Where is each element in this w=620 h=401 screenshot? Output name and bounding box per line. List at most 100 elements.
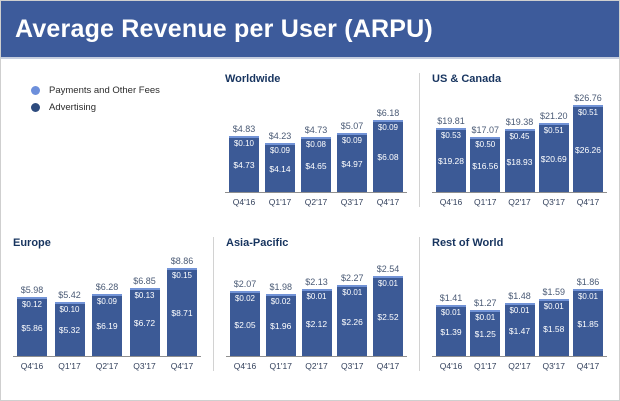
payments-segment — [301, 137, 331, 139]
x-axis-label: Q2'17 — [508, 197, 531, 207]
x-axis: Q4'16 Q1'17 Q2'17 Q3'17 Q4'17 — [13, 361, 201, 371]
payments-value-label: $0.09 — [269, 146, 291, 155]
payments-segment — [54, 302, 85, 304]
advertising-legend-dot-icon — [31, 103, 40, 112]
plot-area: $5.98 $0.12 $5.86 $5.42 $0.10 $5.32 $6.28 $0.09… — [13, 253, 201, 357]
bar-column: $1.27 $0.01 $1.25 — [470, 298, 501, 356]
total-value-label: $1.98 — [269, 282, 293, 292]
bar-column: $2.13 $0.01 $2.12 — [301, 277, 332, 356]
payments-value-label: $0.01 — [509, 306, 530, 315]
advertising-value-label: $1.96 — [270, 321, 292, 331]
bottom-chart-row: Europe $5.98 $0.12 $5.86 $5.42 $0.10 $5.32 $6.… — [1, 237, 619, 371]
advertising-value-label: $2.05 — [234, 319, 256, 330]
advertising-value-label: $1.47 — [508, 325, 531, 336]
stacked-bar: $0.51 $20.69 — [538, 123, 569, 192]
stacked-bar: $0.51 $26.26 — [573, 105, 603, 192]
payments-segment — [538, 123, 569, 125]
x-axis-label: Q4'16 — [232, 197, 256, 207]
payments-value-label: $0.01 — [577, 292, 599, 301]
x-axis: Q4'16 Q1'17 Q2'17 Q3'17 Q4'17 — [432, 361, 607, 371]
payments-segment — [470, 137, 501, 139]
x-axis-label: Q4'16 — [439, 197, 463, 207]
advertising-value-label: $6.08 — [377, 152, 399, 162]
total-value-label: $21.20 — [539, 111, 568, 121]
advertising-value-label: $4.97 — [341, 158, 363, 169]
payments-value-label: $0.08 — [305, 140, 327, 149]
payments-segment — [337, 285, 368, 287]
stacked-bar: $0.01 $1.47 — [504, 303, 535, 356]
advertising-value-label: $4.73 — [233, 160, 255, 170]
bar-column: $1.48 $0.01 $1.47 — [504, 291, 535, 356]
x-axis-label: Q4'16 — [439, 361, 463, 371]
advertising-value-label: $19.28 — [438, 156, 464, 166]
total-value-label: $2.13 — [305, 277, 328, 287]
x-axis-label: Q4'17 — [376, 197, 400, 207]
payments-segment — [573, 289, 603, 291]
x-axis-label: Q3'17 — [340, 197, 364, 207]
bar-column: $1.41 $0.01 $1.39 — [436, 293, 466, 356]
chart-title: US & Canada — [432, 73, 502, 85]
total-value-label: $17.07 — [471, 125, 500, 135]
x-axis-label: Q4'17 — [576, 361, 600, 371]
x-axis-label: Q1'17 — [269, 361, 292, 371]
advertising-segment: $0.01 $1.47 — [504, 305, 535, 356]
payments-segment — [230, 291, 260, 293]
bar-column: $6.85 $0.13 $6.72 — [129, 276, 160, 356]
bar-column: $5.42 $0.10 $5.32 — [54, 290, 85, 356]
advertising-segment: $0.09 $6.19 — [92, 296, 122, 356]
advertising-value-label: $1.85 — [577, 318, 599, 329]
total-value-label: $1.86 — [576, 277, 600, 287]
advertising-value-label: $2.52 — [377, 312, 399, 322]
chart-title: Rest of World — [432, 237, 504, 249]
stacked-bar: $0.08 $4.65 — [301, 137, 331, 192]
advertising-value-label: $26.26 — [575, 144, 601, 155]
advertising-value-label: $16.56 — [472, 160, 499, 171]
payments-value-label: $0.10 — [233, 139, 255, 148]
stacked-bar: $0.01 $1.25 — [470, 310, 501, 356]
advertising-segment: $0.50 $16.56 — [470, 139, 501, 192]
total-value-label: $6.28 — [95, 282, 119, 292]
x-axis-label: Q1'17 — [58, 361, 81, 371]
total-value-label: $2.07 — [233, 279, 257, 289]
plot-area: $19.81 $0.53 $19.28 $17.07 $0.50 $16.56 $19.38… — [432, 89, 607, 193]
bar-column: $4.23 $0.09 $4.14 — [265, 131, 295, 192]
bar-column: $1.86 $0.01 $1.85 — [573, 277, 603, 356]
total-value-label: $26.76 — [574, 93, 602, 103]
payments-value-label: $0.09 — [96, 297, 118, 306]
bar-column: $4.83 $0.10 $4.73 — [229, 124, 259, 192]
x-axis-label: Q1'17 — [474, 361, 497, 371]
total-value-label: $2.54 — [376, 264, 400, 274]
stacked-bar: $0.09 $4.14 — [265, 143, 295, 192]
stacked-bar: $0.01 $1.39 — [436, 305, 466, 356]
x-axis-label: Q1'17 — [474, 197, 497, 207]
total-value-label: $1.48 — [508, 291, 531, 301]
x-axis: Q4'16 Q1'17 Q2'17 Q3'17 Q4'17 — [432, 197, 607, 207]
advertising-segment: $0.01 $1.39 — [436, 307, 466, 356]
x-axis-label: Q3'17 — [133, 361, 156, 371]
payments-segment — [436, 128, 466, 130]
chart-title: Asia-Pacific — [226, 237, 289, 249]
bar-column: $17.07 $0.50 $16.56 — [470, 125, 501, 192]
total-value-label: $5.07 — [340, 121, 364, 131]
advertising-segment: $0.12 $5.86 — [17, 299, 47, 356]
total-value-label: $8.86 — [170, 256, 194, 266]
bar-column: $2.07 $0.02 $2.05 — [230, 279, 260, 356]
advertising-segment: $0.02 $1.96 — [265, 296, 296, 356]
advertising-value-label: $8.71 — [171, 308, 193, 318]
total-value-label: $6.85 — [133, 276, 156, 286]
bar-column: $21.20 $0.51 $20.69 — [538, 111, 569, 192]
payments-segment — [92, 294, 122, 296]
bar-column: $6.18 $0.09 $6.08 — [373, 108, 403, 192]
advertising-segment: $0.02 $2.05 — [230, 293, 260, 356]
x-axis-label: Q2'17 — [508, 361, 531, 371]
bar-column: $26.76 $0.51 $26.26 — [573, 93, 603, 192]
stacked-bar: $0.09 $6.08 — [373, 120, 403, 192]
chart-title: Worldwide — [225, 73, 281, 85]
chart-europe: Europe $5.98 $0.12 $5.86 $5.42 $0.10 $5.32 $6.… — [1, 237, 213, 371]
payments-segment — [17, 297, 47, 299]
advertising-value-label: $1.39 — [440, 326, 462, 337]
advertising-segment: $0.01 $1.58 — [538, 301, 569, 356]
payments-value-label: $0.53 — [440, 131, 462, 140]
payments-segment — [229, 136, 259, 138]
